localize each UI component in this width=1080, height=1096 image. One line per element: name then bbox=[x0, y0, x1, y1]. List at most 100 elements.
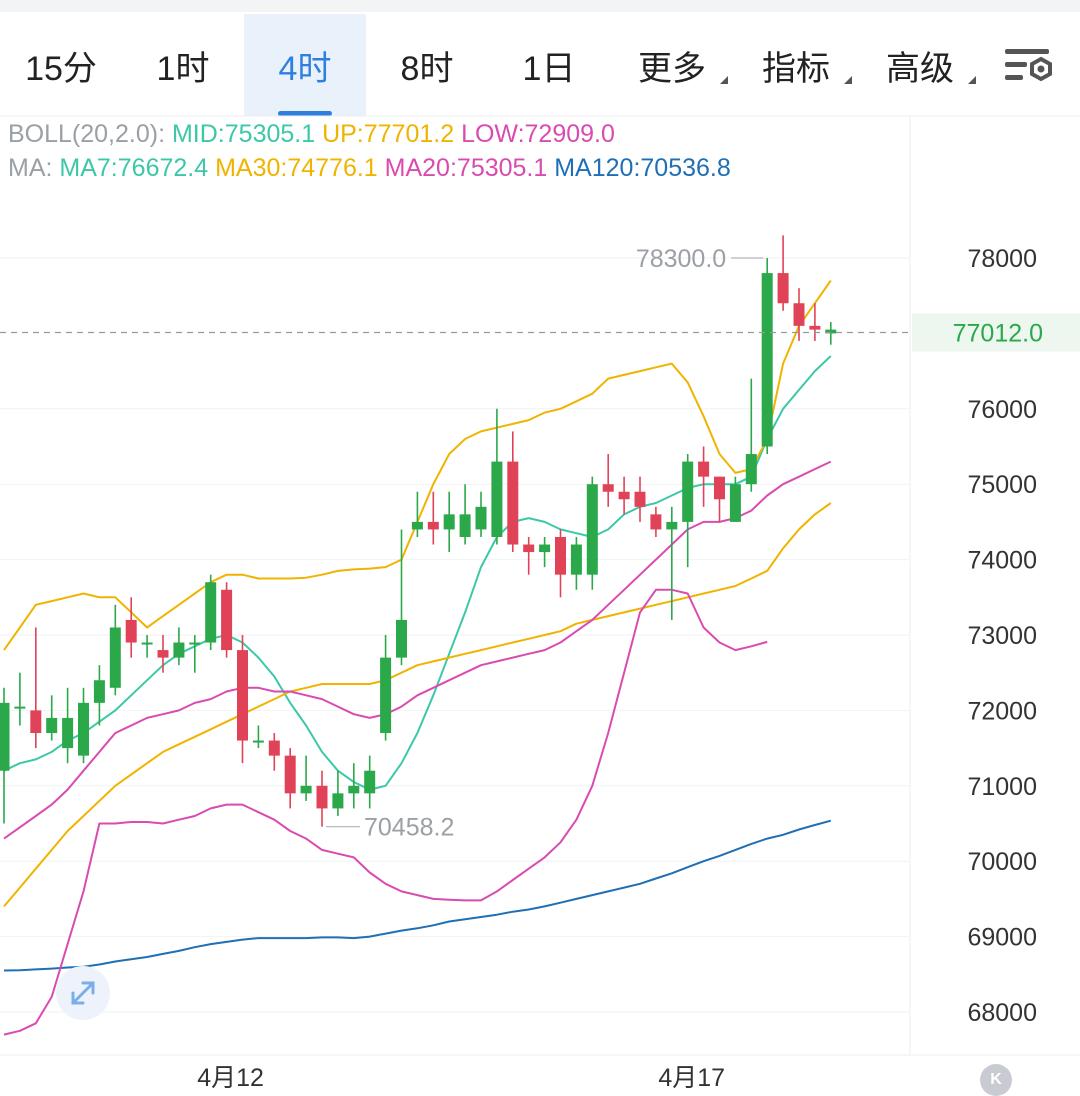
y-tick-label: 75000 bbox=[967, 471, 1037, 499]
ma-legend: MA: MA7:76672.4 MA30:74776.1 MA20:75305.… bbox=[8, 154, 731, 183]
series-line-ma120 bbox=[3, 819, 832, 972]
candle-body bbox=[793, 303, 805, 326]
candle-body bbox=[173, 642, 185, 658]
tab-4h[interactable]: 4时 bbox=[244, 14, 366, 116]
boll-legend-prefix: BOLL(20,2.0): bbox=[8, 120, 166, 148]
tab-label: 15分 bbox=[25, 49, 97, 88]
tab-label: 更多 bbox=[638, 49, 706, 88]
candle-body bbox=[523, 544, 535, 553]
ma30-value: MA30:74776.1 bbox=[215, 154, 378, 182]
tab-more-dropdown[interactable]: 更多 bbox=[610, 14, 734, 116]
candle-body bbox=[332, 793, 344, 809]
series-line-ma7 bbox=[3, 355, 832, 791]
candle-body bbox=[62, 717, 74, 749]
y-tick-label: 69000 bbox=[967, 924, 1037, 952]
candle-body bbox=[777, 273, 789, 304]
candle-body bbox=[268, 740, 280, 756]
current-price-tag bbox=[912, 313, 1080, 352]
x-tick-label: 4月12 bbox=[197, 1064, 264, 1092]
candle-body bbox=[157, 650, 169, 658]
candle-body bbox=[475, 506, 487, 530]
candle-body bbox=[189, 642, 201, 645]
candle-body bbox=[78, 702, 89, 756]
y-tick-label: 70000 bbox=[967, 848, 1037, 876]
candle-body bbox=[507, 461, 519, 545]
candle-body bbox=[14, 706, 26, 709]
candle-body bbox=[396, 619, 407, 658]
y-tick-label: 72000 bbox=[967, 697, 1037, 725]
series-line-boll-low bbox=[3, 588, 768, 1036]
dropdown-caret-icon bbox=[968, 76, 976, 84]
y-tick-label: 68000 bbox=[967, 999, 1037, 1027]
candle-body bbox=[650, 514, 662, 530]
candle-body bbox=[411, 521, 423, 530]
tab-label: 4时 bbox=[278, 49, 332, 88]
k-line-logo: K bbox=[980, 1064, 1012, 1096]
boll-low-value: LOW:72909.0 bbox=[461, 120, 615, 148]
active-tab-indicator bbox=[278, 111, 332, 116]
y-tick-label: 78000 bbox=[967, 245, 1037, 273]
candle-body bbox=[125, 619, 137, 643]
expand-icon bbox=[71, 981, 95, 1005]
candle-body bbox=[714, 476, 725, 500]
series-line-ma20 bbox=[3, 460, 832, 840]
tab-advanced-dropdown[interactable]: 高级 bbox=[858, 14, 982, 116]
candle-body bbox=[427, 521, 439, 530]
candle-body bbox=[459, 514, 471, 537]
high-marker-label: 78300.0 bbox=[636, 245, 726, 273]
y-tick-label: 71000 bbox=[967, 773, 1037, 801]
candle-body bbox=[30, 710, 42, 734]
candle-body bbox=[555, 536, 566, 575]
tab-label: 1日 bbox=[522, 49, 576, 88]
candle-body bbox=[252, 740, 264, 743]
candle-body bbox=[809, 325, 821, 330]
candle-body bbox=[745, 454, 757, 485]
candle-body bbox=[109, 627, 121, 688]
ma-legend-prefix: MA: bbox=[8, 154, 53, 182]
candle-body bbox=[618, 491, 630, 500]
y-tick-label: 76000 bbox=[967, 396, 1037, 424]
candle-body bbox=[825, 329, 837, 334]
candle-body bbox=[491, 461, 503, 537]
candle-body bbox=[237, 650, 248, 741]
candle-body bbox=[93, 680, 105, 703]
x-tick-label: 4月17 bbox=[658, 1064, 725, 1092]
candle-body bbox=[761, 273, 773, 447]
candle-body bbox=[539, 544, 551, 553]
tab-8h[interactable]: 8时 bbox=[366, 14, 488, 116]
tab-1d[interactable]: 1日 bbox=[488, 14, 610, 116]
dropdown-caret-icon bbox=[844, 76, 852, 84]
candle-body bbox=[698, 461, 710, 477]
ma120-value: MA120:70536.8 bbox=[554, 154, 731, 182]
candle-body bbox=[348, 785, 360, 794]
status-strip bbox=[0, 0, 1080, 12]
candle-body bbox=[634, 491, 646, 507]
tab-label: 指标 bbox=[762, 49, 830, 88]
tab-15m[interactable]: 15分 bbox=[0, 14, 122, 116]
boll-legend: BOLL(20,2.0): MID:75305.1 UP:77701.2 LOW… bbox=[8, 120, 615, 149]
tab-1h[interactable]: 1时 bbox=[122, 14, 244, 116]
candle-body bbox=[586, 484, 598, 575]
ma20-value: MA20:75305.1 bbox=[384, 154, 548, 182]
candle-body bbox=[666, 521, 678, 530]
candle-body bbox=[364, 770, 376, 794]
candle-body bbox=[221, 589, 233, 651]
series-line-boll-up bbox=[3, 279, 832, 651]
candle-body bbox=[141, 642, 153, 645]
expand-chart-button[interactable] bbox=[56, 966, 110, 1020]
y-tick-label: 74000 bbox=[967, 547, 1037, 575]
candle-body bbox=[316, 785, 328, 809]
chart-settings-button[interactable] bbox=[990, 14, 1070, 116]
current-price-label: 77012.0 bbox=[953, 319, 1043, 347]
tab-label: 1时 bbox=[156, 49, 210, 88]
candle-body bbox=[284, 755, 296, 794]
tab-label: 高级 bbox=[886, 49, 954, 88]
tab-indicators-dropdown[interactable]: 指标 bbox=[734, 14, 858, 116]
ma7-value: MA7:76672.4 bbox=[59, 154, 209, 182]
chart-settings-icon bbox=[1005, 49, 1052, 82]
boll-up-value: UP:77701.2 bbox=[322, 120, 455, 148]
low-marker-label: 70458.2 bbox=[364, 814, 454, 842]
boll-mid-value: MID:75305.1 bbox=[171, 120, 316, 148]
candle-body bbox=[602, 484, 614, 492]
candle-body bbox=[729, 484, 741, 522]
